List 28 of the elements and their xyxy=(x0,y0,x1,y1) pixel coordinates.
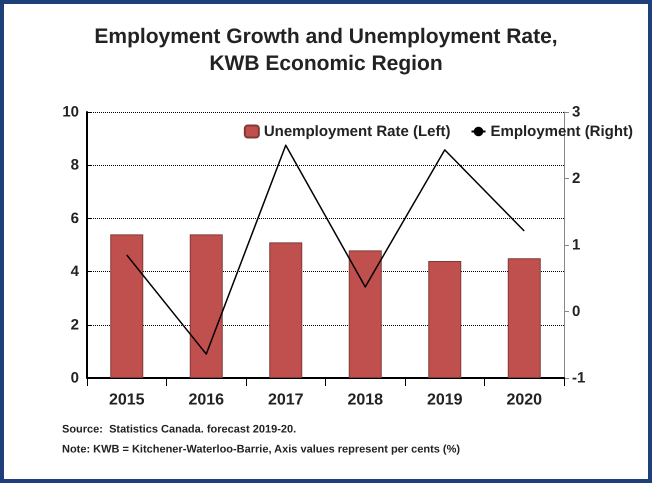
y2-tick-label: 3 xyxy=(572,104,580,120)
bar xyxy=(190,234,223,378)
chart-title: Employment Growth and Unemployment Rate, KWB Economic Region xyxy=(94,25,558,75)
bar xyxy=(508,258,541,378)
y-tick-label: 8 xyxy=(70,156,79,174)
y2-tick-label: 2 xyxy=(572,170,580,187)
y-tick-label: 6 xyxy=(70,210,79,227)
x-tick-label: 2020 xyxy=(506,392,542,408)
legend-label: Unemployment Rate (Left) xyxy=(264,123,451,140)
y-tick-label: 4 xyxy=(70,263,80,280)
y-tick-label: 0 xyxy=(70,370,79,386)
y2-tick-label: 1 xyxy=(572,236,580,254)
source-note: Source: Statistics Canada. forecast 2019-20. xyxy=(62,424,296,436)
text: Note: KWB = Kitchener-Waterloo-Barrie, Axis values represent per cents (%) xyxy=(62,444,460,456)
x-tick-label: 2016 xyxy=(188,392,224,408)
y-tick-label: 2 xyxy=(70,316,79,334)
y2-tick-label: 0 xyxy=(572,303,580,320)
bar xyxy=(348,250,382,378)
x-tick-label: 2019 xyxy=(426,392,463,408)
y2-tick-label: -1 xyxy=(572,370,586,386)
x-tick-label: 2018 xyxy=(347,392,384,408)
bar xyxy=(428,260,462,378)
x-tick-label: 2017 xyxy=(268,392,304,408)
legend-label: Employment (Right) xyxy=(490,123,634,140)
y-tick-label: 10 xyxy=(62,104,79,120)
bar xyxy=(110,234,144,378)
x-tick-label: 2015 xyxy=(108,392,145,408)
bar xyxy=(269,242,302,378)
